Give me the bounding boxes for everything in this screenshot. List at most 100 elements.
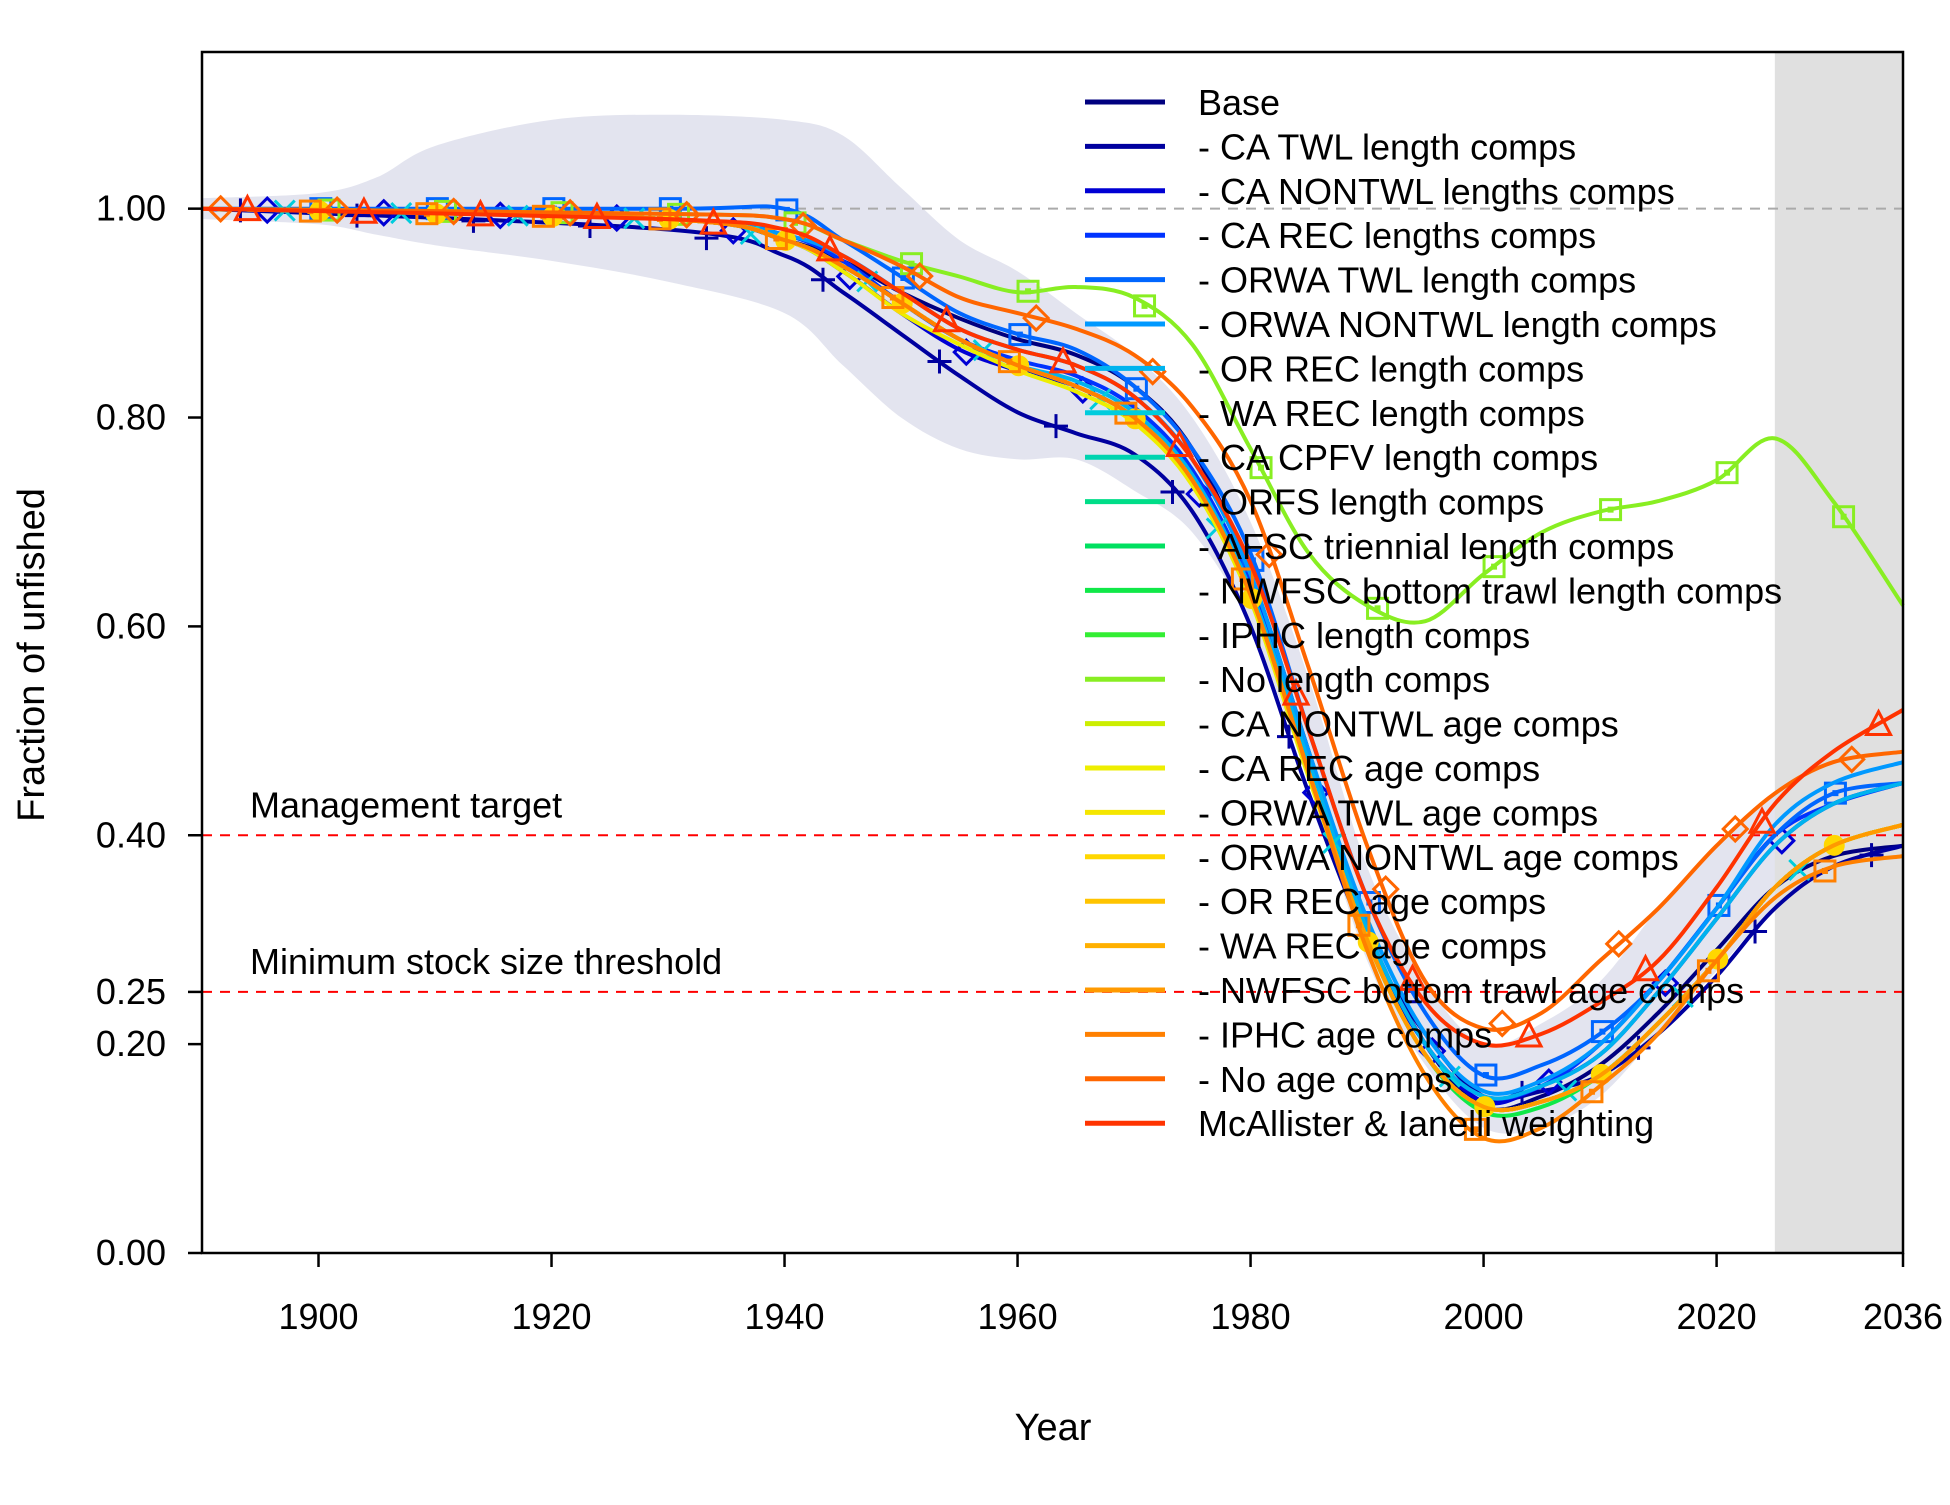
plot-frame bbox=[200, 50, 1905, 1255]
series-marker bbox=[1599, 498, 1623, 522]
series-marker bbox=[439, 197, 468, 226]
series-marker-dot bbox=[1374, 605, 1381, 612]
series-marker bbox=[1398, 963, 1427, 991]
forecast-region-layer bbox=[1774, 52, 1903, 1253]
series-marker-dot bbox=[1832, 790, 1839, 797]
forecast-region bbox=[1774, 52, 1903, 1253]
series-marker bbox=[1864, 708, 1894, 737]
series-marker bbox=[1347, 913, 1371, 937]
legend-label: - AFSC triennial length comps bbox=[1198, 526, 1674, 567]
legend-label: - ORFS length comps bbox=[1198, 482, 1544, 523]
y-tick-label: 0.00 bbox=[96, 1232, 166, 1273]
series-marker-square bbox=[1347, 913, 1371, 937]
x-tick-label: 1960 bbox=[978, 1296, 1058, 1337]
series-marker bbox=[1230, 567, 1254, 591]
legend-label: - CA TWL length comps bbox=[1198, 126, 1576, 167]
series-marker-square bbox=[1813, 859, 1837, 883]
legend-item: - CA TWL length comps bbox=[1085, 126, 1576, 167]
x-tick-label: 1980 bbox=[1211, 1296, 1291, 1337]
series-marker bbox=[582, 201, 612, 230]
series-marker-dot bbox=[1258, 464, 1265, 471]
series-marker-dot bbox=[1133, 385, 1140, 392]
series-marker bbox=[556, 198, 585, 227]
series-marker-dot bbox=[1355, 922, 1362, 929]
series-marker-dot bbox=[1821, 867, 1828, 874]
legend-item: - IPHC age comps bbox=[1085, 1014, 1492, 1055]
legend-item: - ORWA NONTWL age comps bbox=[1085, 837, 1679, 878]
series-marker bbox=[1301, 778, 1330, 807]
legend-label: - No length comps bbox=[1198, 659, 1490, 700]
series-marker-dot bbox=[908, 260, 915, 267]
legend: Base- CA TWL length comps- CA NONTWL len… bbox=[1085, 82, 1782, 1144]
legend-item: - CA NONTWL lengths comps bbox=[1085, 171, 1675, 212]
series-marker bbox=[1008, 323, 1032, 347]
series-marker-square bbox=[1599, 498, 1623, 522]
series-marker-square bbox=[1133, 294, 1157, 318]
series-marker bbox=[1185, 479, 1214, 509]
y-tick-label: 0.40 bbox=[96, 814, 166, 855]
x-tick-label: 1940 bbox=[744, 1296, 824, 1337]
series-layer bbox=[201, 193, 1905, 1144]
legend-item: - CA CPFV length comps bbox=[1085, 437, 1598, 478]
series-marker bbox=[1514, 1019, 1544, 1048]
series-marker bbox=[815, 233, 845, 262]
legend-item: - ORWA NONTWL length comps bbox=[1085, 304, 1717, 345]
legend-item: - OR REC age comps bbox=[1085, 881, 1546, 922]
legend-label: - ORWA NONTWL length comps bbox=[1198, 304, 1717, 345]
x-tick-label: 1900 bbox=[278, 1296, 358, 1337]
series-marker-dot bbox=[1482, 1072, 1489, 1079]
series-marker-square bbox=[1715, 461, 1739, 485]
series-marker-square bbox=[1696, 959, 1720, 983]
legend-item: - OR REC length comps bbox=[1085, 348, 1584, 389]
series-marker bbox=[810, 267, 835, 292]
series-marker bbox=[1022, 303, 1051, 333]
legend-label: McAllister & Ianelli weighting bbox=[1198, 1103, 1654, 1144]
series-marker bbox=[1859, 843, 1884, 868]
series-marker-square bbox=[1366, 596, 1390, 620]
series-marker bbox=[1832, 505, 1856, 529]
series-marker-dot bbox=[1249, 557, 1256, 564]
series-marker bbox=[1580, 1080, 1604, 1104]
series-marker bbox=[232, 193, 262, 222]
legend-item: - ORFS length comps bbox=[1085, 482, 1544, 523]
legend-item: - CA REC lengths comps bbox=[1085, 215, 1596, 256]
series-marker-dot bbox=[1599, 1028, 1606, 1035]
x-axis-title: Year bbox=[1015, 1407, 1092, 1449]
series-marker bbox=[1133, 294, 1157, 318]
series-marker bbox=[206, 194, 235, 223]
legend-item: - AFSC triennial length comps bbox=[1085, 526, 1674, 567]
y-tick-label: 0.60 bbox=[96, 605, 166, 646]
series-marker-square bbox=[1482, 555, 1506, 579]
legend-item: - ORWA TWL length comps bbox=[1085, 260, 1636, 301]
series-marker-square bbox=[1016, 279, 1040, 303]
x-tick-label: 2020 bbox=[1677, 1296, 1757, 1337]
legend-item: - WA REC age comps bbox=[1085, 926, 1547, 967]
series-marker-dot bbox=[1016, 331, 1023, 338]
legend-label: - WA REC length comps bbox=[1198, 393, 1585, 434]
legend-label: - WA REC age comps bbox=[1198, 926, 1547, 967]
series-marker-dot bbox=[1840, 513, 1847, 520]
series-marker-dot bbox=[1705, 967, 1712, 974]
series-marker-square bbox=[1230, 567, 1254, 591]
series-marker bbox=[1482, 555, 1506, 579]
series-marker-dot bbox=[1607, 506, 1614, 513]
series-marker-square bbox=[1832, 505, 1856, 529]
legend-label: - CA CPFV length comps bbox=[1198, 437, 1598, 478]
series-marker bbox=[1696, 959, 1720, 983]
axes-layer: 1900 1920 1940 1960 1980 2000 2020 2036 0.00 0.20… bbox=[96, 50, 1943, 1337]
x-tick-label: 2036 bbox=[1863, 1296, 1943, 1337]
series-marker-square bbox=[1008, 323, 1032, 347]
series-marker-square bbox=[1249, 456, 1273, 480]
x-tick-label: 2000 bbox=[1444, 1296, 1524, 1337]
legend-label: - CA REC age comps bbox=[1198, 748, 1540, 789]
series-marker bbox=[672, 200, 701, 229]
series-marker bbox=[1438, 1065, 1461, 1088]
legend-label: - NWFSC bottom trawl length comps bbox=[1198, 570, 1782, 611]
legend-item: Base bbox=[1085, 82, 1280, 123]
series-group bbox=[201, 193, 1905, 1048]
series-marker bbox=[465, 198, 495, 227]
series-marker-dot bbox=[1141, 302, 1148, 309]
series-marker-dot bbox=[1006, 358, 1013, 365]
series-marker bbox=[1488, 1009, 1517, 1038]
legend-label: - ORWA NONTWL age comps bbox=[1198, 837, 1679, 878]
